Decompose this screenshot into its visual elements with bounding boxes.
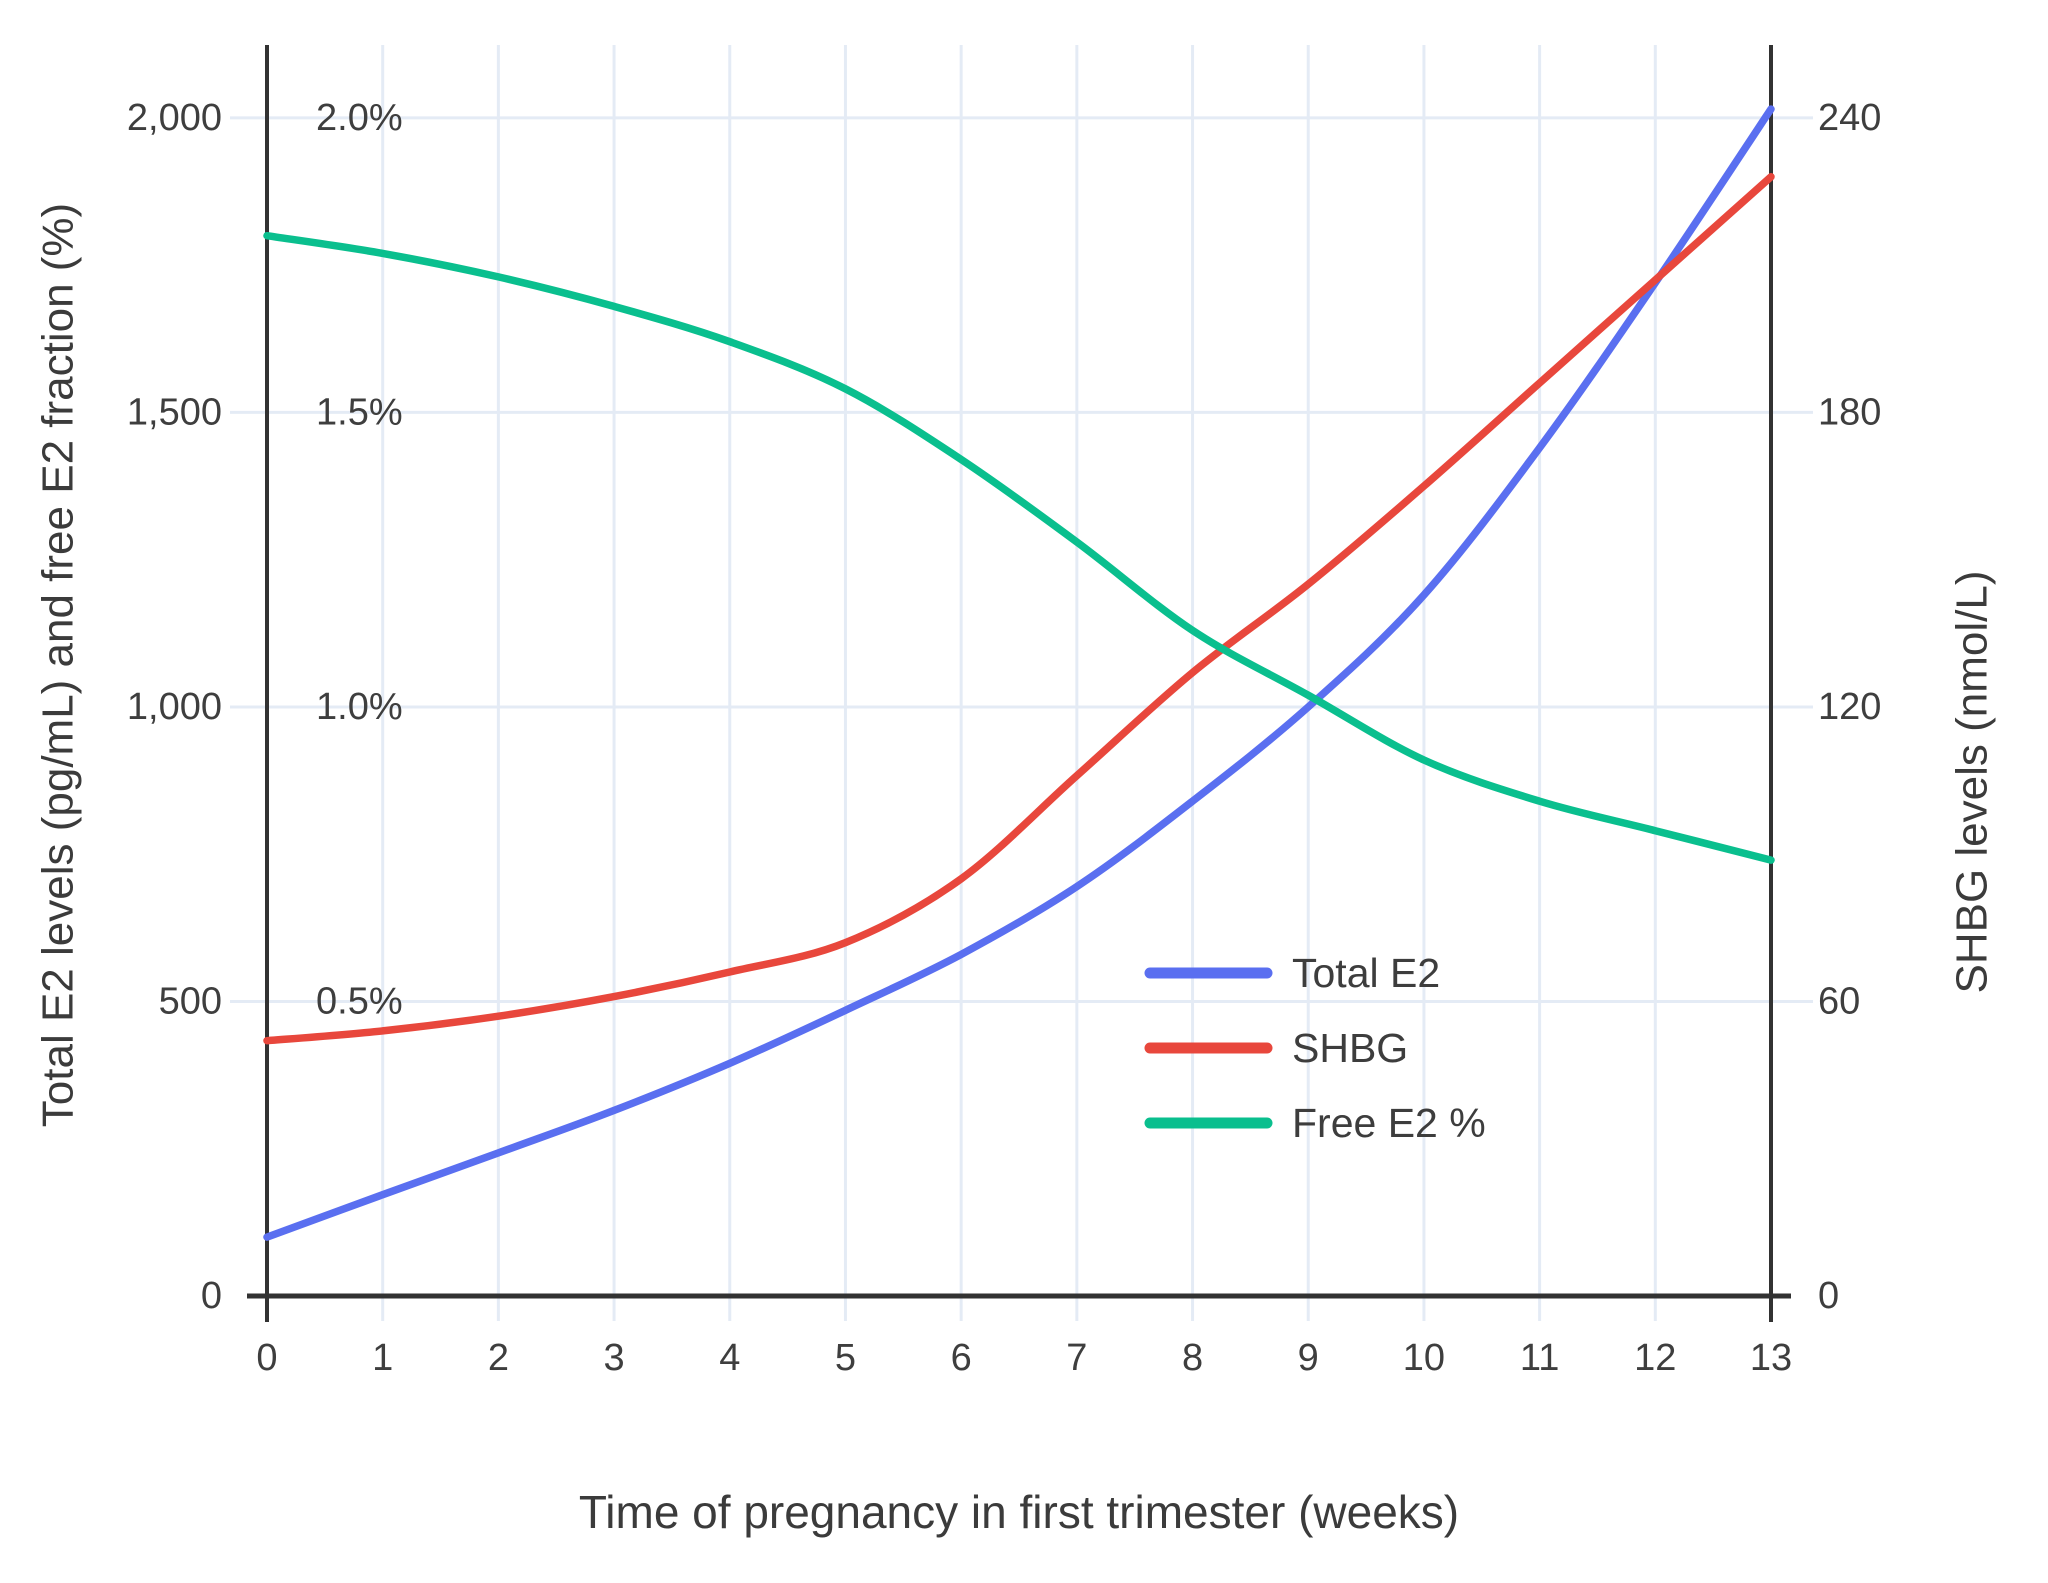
legend-label-total-e2: Total E2: [1292, 950, 1440, 996]
x-tick-label: 8: [1182, 1337, 1203, 1379]
left-y-tick-label: 0: [201, 1275, 222, 1317]
right-axis-tick-labels: 0 60 120 180 240: [1818, 97, 1881, 1317]
x-tick-label: 0: [256, 1337, 277, 1379]
percent-tick-label: 1.0%: [316, 686, 403, 728]
total-e2-line: [263, 105, 1775, 1241]
percent-tick-label: 1.5%: [316, 391, 403, 433]
x-tick-label: 7: [1066, 1337, 1087, 1379]
right-y-tick-label: 240: [1818, 97, 1881, 139]
x-tick-label: 13: [1750, 1337, 1792, 1379]
right-y-tick-label: 120: [1818, 686, 1881, 728]
shbg-line: [263, 173, 1775, 1045]
x-tick-label: 12: [1634, 1337, 1676, 1379]
legend-item-shbg[interactable]: SHBG: [1144, 1025, 1408, 1071]
legend-label-shbg: SHBG: [1292, 1025, 1408, 1071]
x-axis-title: Time of pregnancy in first trimester (we…: [579, 1486, 1459, 1538]
x-tick-label: 11: [1520, 1337, 1559, 1379]
legend-label-free-e2: Free E2 %: [1292, 1100, 1486, 1146]
x-tick-label: 10: [1403, 1337, 1445, 1379]
legend-item-free-e2[interactable]: Free E2 %: [1144, 1100, 1486, 1146]
right-y-tick-label: 180: [1818, 391, 1881, 433]
right-y-tick-label: 60: [1818, 980, 1860, 1022]
free-e2-line: [263, 231, 1775, 864]
left-y-tick-label: 500: [159, 980, 222, 1022]
percent-tick-label: 2.0%: [316, 97, 403, 139]
x-tick-label: 2: [488, 1337, 509, 1379]
percent-tick-label: 0.5%: [316, 980, 403, 1022]
axes: [247, 45, 1791, 1322]
legend-item-total-e2[interactable]: Total E2: [1144, 950, 1440, 996]
x-tick-label: 6: [951, 1337, 972, 1379]
left-y-tick-label: 1,000: [127, 686, 222, 728]
left-axis-tick-labels: 0 500 1,000 1,500 2,000: [127, 97, 222, 1317]
legend: Total E2 SHBG Free E2 %: [1144, 950, 1486, 1146]
percent-tick-labels: 0.5% 1.0% 1.5% 2.0%: [316, 97, 403, 1023]
x-tick-label: 9: [1298, 1337, 1319, 1379]
right-y-axis-title: SHBG levels (nmol/L): [1948, 570, 1997, 993]
x-axis-tick-labels: 0 1 2 3 4 5 6 7 8 9 10 11 12 13: [256, 1337, 1792, 1379]
left-y-tick-label: 2,000: [127, 97, 222, 139]
gridlines: [230, 45, 1813, 1321]
left-y-axis-title: Total E2 levels (pg/mL) and free E2 frac…: [34, 203, 83, 1127]
x-tick-label: 1: [372, 1337, 393, 1379]
left-y-tick-label: 1,500: [127, 391, 222, 433]
x-tick-label: 4: [719, 1337, 740, 1379]
right-y-tick-label: 0: [1818, 1275, 1839, 1317]
x-tick-label: 3: [604, 1337, 625, 1379]
x-tick-label: 5: [835, 1337, 856, 1379]
